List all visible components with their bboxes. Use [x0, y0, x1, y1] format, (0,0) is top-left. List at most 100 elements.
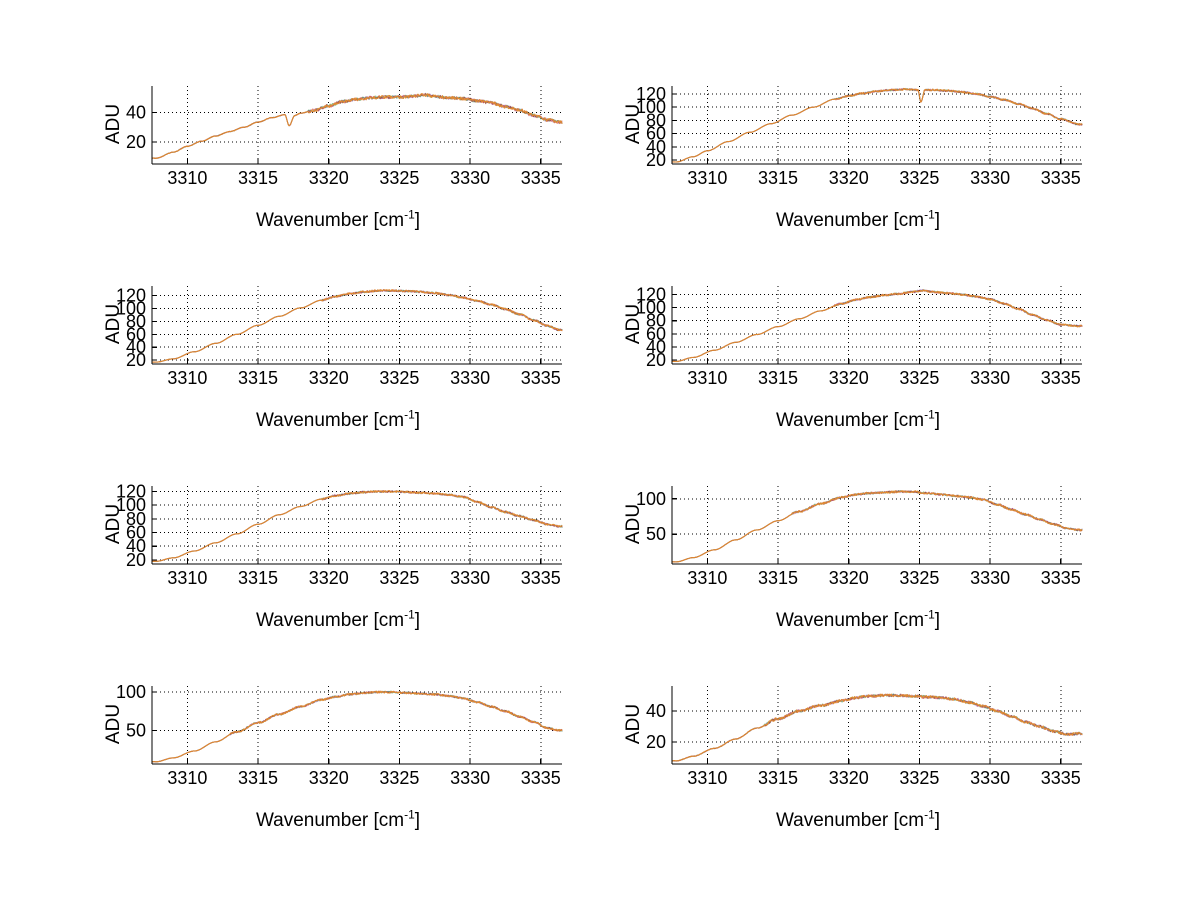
spectrum-trace-primary: [151, 289, 563, 363]
x-axis-label: Wavenumber [cm-1]: [78, 409, 598, 432]
spectrum-trace-primary: [671, 289, 1083, 363]
x-tick-label: 3325: [899, 368, 939, 385]
x-axis-label-prefix: Wavenumber [cm: [775, 610, 925, 631]
x-axis-label: Wavenumber [cm-1]: [598, 807, 1118, 832]
x-axis-label: Wavenumber [cm-1]: [598, 407, 1118, 432]
y-tick-label: 20: [126, 550, 146, 570]
spectrum-trace-secondary: [151, 289, 563, 363]
spectrum-trace-secondary: [671, 693, 1083, 762]
y-tick-label: 100: [116, 495, 146, 515]
plot-panel-bin-8: Bin 8ADUWavenumber [cm-1]331033153320332…: [598, 650, 1118, 850]
plot-top-mask: [78, 450, 598, 486]
x-axis-label-suffix: ]: [414, 810, 421, 831]
y-tick-label: 80: [126, 509, 146, 529]
x-axis-label-prefix: Wavenumber [cm: [255, 410, 405, 431]
x-tick-label: 3315: [758, 768, 798, 785]
plot-top-mask: [598, 450, 1118, 486]
x-tick-label: 3335: [1041, 168, 1081, 185]
spectrum-trace-secondary: [671, 490, 1083, 563]
y-tick-label: 50: [646, 524, 666, 544]
x-tick-label: 3315: [238, 168, 278, 185]
x-axis-label: Wavenumber [cm-1]: [598, 609, 1118, 632]
x-axis-label-prefix: Wavenumber [cm: [255, 810, 405, 831]
x-tick-label: 3335: [521, 368, 561, 385]
x-tick-label: 3335: [521, 768, 561, 785]
x-axis-label-suffix: ]: [414, 410, 421, 431]
y-tick-label: 50: [126, 720, 146, 740]
plot-area: 3310 3315 3320 3325 3330 3335 50 100: [78, 650, 598, 785]
y-tick-label: 100: [636, 298, 666, 318]
x-tick-label: 3315: [758, 568, 798, 585]
plot-top-mask: [78, 50, 598, 86]
plot-bottom-mask: [598, 764, 1118, 785]
x-axis-label-exponent: -1: [924, 407, 935, 422]
x-tick-label: 3315: [238, 568, 278, 585]
plot-right-mask: [1082, 50, 1118, 185]
x-axis-label-exponent: -1: [924, 807, 935, 822]
plot-top-mask: [78, 650, 598, 686]
plot-panel-bin-1: Bin 1ADUWavenumber [cm-1]331033153320332…: [78, 50, 598, 250]
x-tick-label: 3335: [521, 568, 561, 585]
spectrum-trace-secondary: [151, 490, 563, 562]
x-axis-label-suffix: ]: [934, 810, 941, 831]
y-tick-label: 40: [646, 337, 666, 357]
x-axis-label-exponent: -1: [924, 207, 935, 222]
spectrum-trace-secondary: [151, 690, 563, 763]
spectrum-trace-secondary: [671, 289, 1083, 363]
x-tick-label: 3330: [970, 768, 1010, 785]
plot-area: 3310 3315 3320 3325 3330 3335 50 100: [598, 450, 1118, 585]
x-axis-label: Wavenumber [cm-1]: [78, 209, 598, 232]
spectrum-trace-secondary: [671, 87, 1083, 163]
x-axis-label: Wavenumber [cm-1]: [598, 207, 1118, 232]
plot-right-mask: [562, 50, 598, 185]
x-tick-label: 3320: [829, 568, 869, 585]
y-tick-label: 60: [126, 523, 146, 543]
x-tick-label: 3330: [450, 368, 490, 385]
x-axis-label-suffix: ]: [934, 610, 941, 631]
x-tick-label: 3325: [379, 168, 419, 185]
x-tick-label: 3320: [309, 168, 349, 185]
spectrum-trace-primary: [151, 93, 563, 159]
plot-bottom-mask: [598, 564, 1118, 585]
plot-bottom-mask: [78, 164, 598, 185]
plot-bottom-mask: [598, 364, 1118, 385]
y-tick-label: 20: [126, 132, 146, 152]
x-tick-label: 3310: [167, 768, 207, 785]
x-axis-label-exponent: -1: [404, 607, 415, 622]
x-tick-label: 3320: [309, 368, 349, 385]
y-tick-label: 20: [126, 350, 146, 370]
y-tick-label: 120: [116, 481, 146, 501]
spectrum-trace-secondary: [671, 88, 1083, 163]
plot-panel-bin-5: Bin 5ADUWavenumber [cm-1]331033153320332…: [78, 450, 598, 650]
spectrum-trace-secondary: [671, 88, 1083, 163]
y-tick-label: 100: [636, 97, 666, 117]
y-tick-label: 100: [116, 299, 146, 319]
plot-panel-bin-7: Bin 7ADUWavenumber [cm-1]331033153320332…: [78, 650, 598, 850]
x-tick-label: 3335: [1041, 368, 1081, 385]
plot-bottom-mask: [78, 564, 598, 585]
spectrum-trace-primary: [671, 693, 1083, 762]
x-tick-label: 3315: [238, 368, 278, 385]
spectrum-trace-secondary: [671, 289, 1083, 363]
plot-right-mask: [1082, 450, 1118, 585]
x-tick-label: 3325: [899, 168, 939, 185]
plot-right-mask: [1082, 250, 1118, 385]
spectrum-trace-secondary: [151, 288, 563, 363]
spectrum-trace-primary: [151, 690, 563, 763]
spectrum-trace-secondary: [671, 490, 1083, 563]
y-tick-label: 20: [646, 350, 666, 370]
y-tick-label: 40: [126, 536, 146, 556]
x-axis-label-prefix: Wavenumber [cm: [255, 210, 405, 231]
y-tick-label: 60: [126, 324, 146, 344]
x-axis-label: Wavenumber [cm-1]: [78, 607, 598, 632]
spectrum-trace-primary: [151, 489, 563, 562]
plot-right-mask: [562, 450, 598, 585]
x-tick-label: 3310: [687, 168, 727, 185]
y-tick-label: 40: [126, 102, 146, 122]
x-tick-label: 3330: [970, 168, 1010, 185]
spectrum-trace-secondary: [151, 490, 563, 562]
y-tick-label: 100: [636, 489, 666, 509]
spectrum-trace-secondary: [151, 289, 563, 363]
